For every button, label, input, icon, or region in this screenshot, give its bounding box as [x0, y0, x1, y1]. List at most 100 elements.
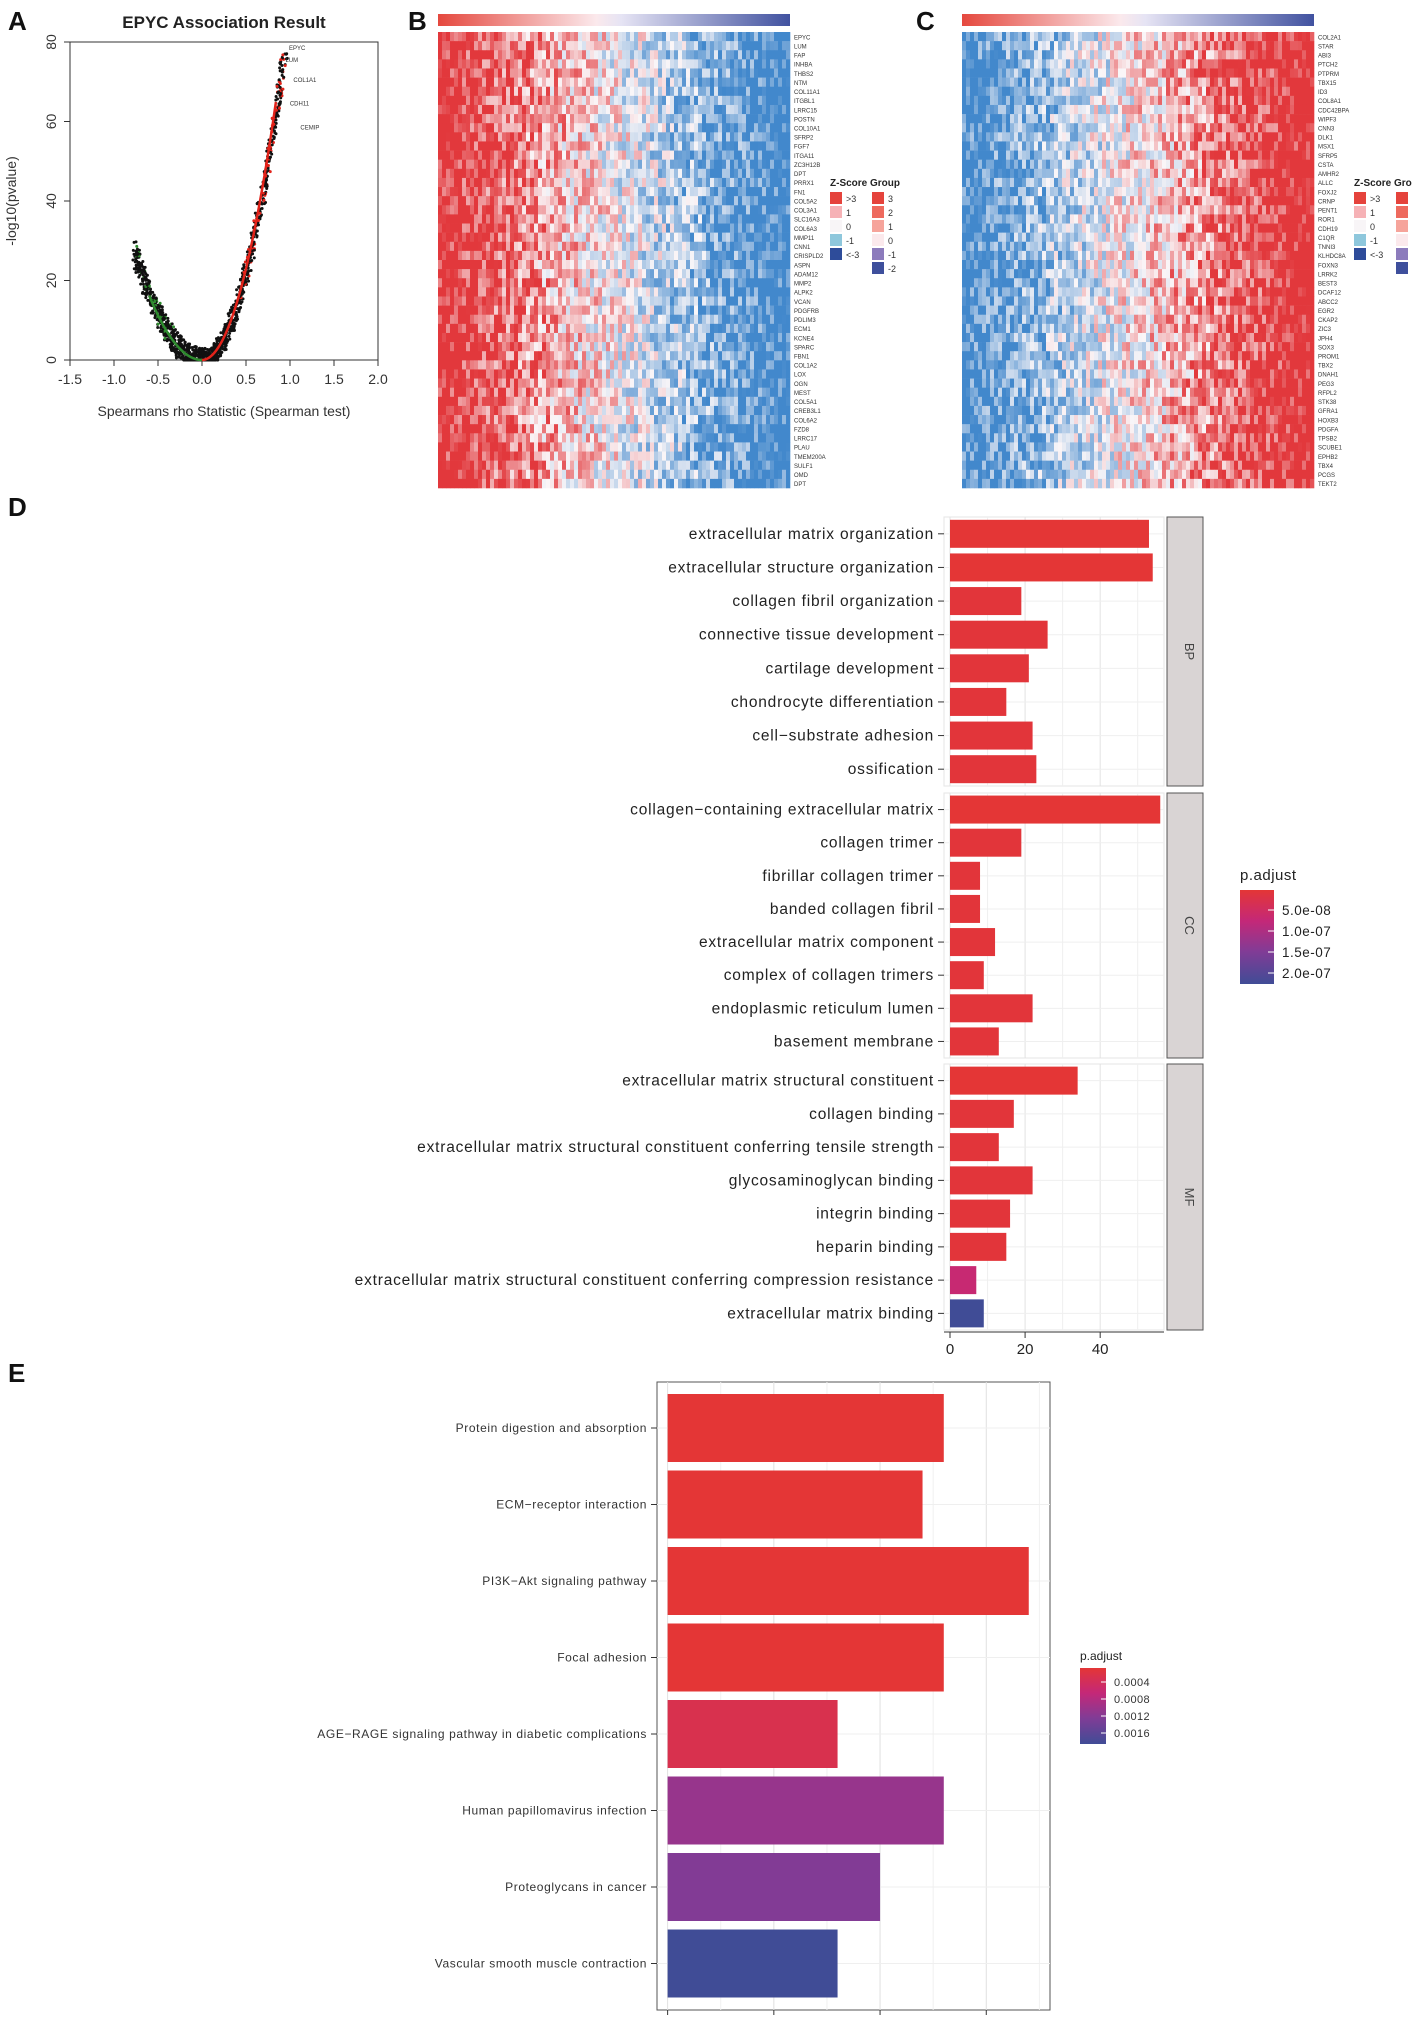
heatmap-cell [570, 132, 575, 142]
heatmap-cell [490, 86, 495, 97]
heatmap-cell [774, 86, 779, 97]
heatmap-cell [778, 287, 783, 297]
volcano-point [277, 103, 281, 107]
heatmap-cell [554, 104, 559, 115]
heatmap-cell [690, 269, 695, 279]
heatmap-cell [522, 296, 527, 306]
heatmap-cell [446, 214, 451, 224]
heatmap-cell [726, 278, 731, 288]
heatmap-cell [494, 141, 499, 151]
heatmap-cell [482, 132, 487, 142]
heatmap-cell [462, 68, 467, 78]
heatmap-cell [506, 405, 511, 416]
heatmap-cell [522, 141, 527, 151]
heatmap-cell [702, 177, 707, 188]
heatmap-cell [530, 50, 535, 60]
heatmap-cell [746, 351, 751, 361]
heatmap-cell [590, 396, 595, 407]
heatmap-cell [702, 305, 707, 316]
heatmap-cell [674, 86, 679, 97]
heatmap-cell [722, 369, 727, 379]
heatmap-cell [610, 41, 615, 51]
heatmap-cell [758, 332, 763, 343]
heatmap-cell [630, 378, 635, 388]
heatmap-cell [762, 187, 767, 197]
heatmap-cell [626, 223, 631, 233]
heatmap-cell [698, 159, 703, 170]
heatmap-cell [466, 342, 471, 352]
heatmap-cell [530, 41, 535, 51]
heatmap-cell [758, 95, 763, 106]
heatmap-cell [758, 369, 763, 379]
volcano-point [252, 256, 256, 260]
heatmap-cell [662, 314, 667, 325]
heatmap-cell [438, 296, 443, 306]
heatmap-cell [518, 50, 523, 60]
heatmap-cell [634, 32, 639, 42]
heatmap-cell [538, 369, 543, 379]
heatmap-cell [630, 159, 635, 170]
heatmap-cell [490, 260, 495, 270]
heatmap-cell [642, 378, 647, 388]
heatmap-cell [782, 269, 787, 279]
heatmap-cell [754, 405, 759, 416]
heatmap-cell [734, 177, 739, 188]
heatmap-cell [510, 387, 515, 398]
heatmap-cell [606, 332, 611, 343]
heatmap-cell [726, 241, 731, 252]
heatmap-cell [438, 114, 443, 124]
heatmap-cell [450, 269, 455, 279]
heatmap-cell [538, 132, 543, 142]
volcano-point [205, 350, 209, 354]
heatmap-cell [510, 114, 515, 124]
heatmap-cell [746, 150, 751, 160]
heatmap-cell [622, 351, 627, 361]
heatmap-cell [486, 405, 491, 416]
heatmap-cell [590, 196, 595, 206]
heatmap-cell [546, 59, 551, 69]
heatmap-cell [626, 41, 631, 51]
heatmap-cell [478, 187, 483, 197]
heatmap-cell [574, 296, 579, 306]
heatmap-cell [678, 104, 683, 115]
heatmap-cell [442, 351, 447, 361]
heatmap-cell [694, 387, 699, 398]
heatmap-cell [442, 196, 447, 206]
heatmap-cell [530, 223, 535, 233]
heatmap-cell [522, 378, 527, 388]
heatmap-cell [494, 305, 499, 316]
heatmap-cell [634, 250, 639, 261]
heatmap-cell [522, 159, 527, 170]
heatmap-cell [530, 287, 535, 297]
heatmap-cell [514, 114, 519, 124]
volcano-point [158, 311, 162, 315]
heatmap-cell [642, 396, 647, 407]
heatmap-cell [774, 141, 779, 151]
heatmap-cell [470, 387, 475, 398]
heatmap-cell [502, 351, 507, 361]
heatmap-cell [602, 405, 607, 416]
heatmap-cell [498, 223, 503, 233]
heatmap-cell [646, 187, 651, 197]
heatmap-cell [742, 77, 747, 88]
heatmap-cell [486, 177, 491, 188]
heatmap-cell [746, 132, 751, 142]
heatmap-cell [482, 86, 487, 97]
heatmap-cell [722, 342, 727, 352]
heatmap-cell [690, 141, 695, 151]
heatmap-cell [502, 250, 507, 261]
heatmap-cell [578, 77, 583, 88]
heatmap-cell [570, 32, 575, 42]
heatmap-cell [490, 132, 495, 142]
heatmap-cell [670, 269, 675, 279]
heatmap-cell [646, 86, 651, 97]
heatmap-cell [722, 241, 727, 252]
heatmap-cell [586, 187, 591, 197]
heatmap-cell [742, 342, 747, 352]
heatmap-cell [682, 95, 687, 106]
heatmap-cell [666, 68, 671, 78]
heatmap-cell [550, 77, 555, 88]
heatmap-cell [682, 177, 687, 188]
heatmap-cell [666, 114, 671, 124]
heatmap-cell [770, 260, 775, 270]
